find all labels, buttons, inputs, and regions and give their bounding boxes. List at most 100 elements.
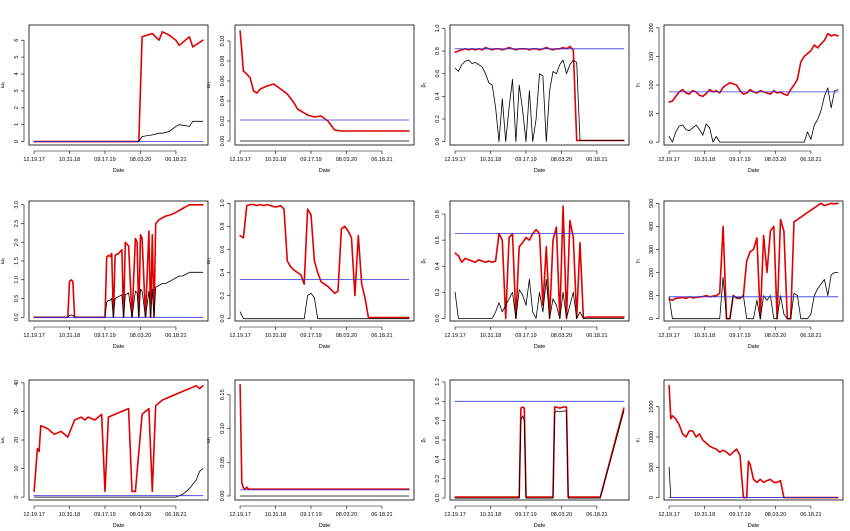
y-tick-label: 3 (14, 89, 20, 92)
x-axis-title: Date (748, 523, 760, 529)
x-tick-label: 09.17.19 (515, 157, 536, 163)
x-tick-label: 12.19.17 (444, 157, 465, 163)
y-tick-label: 100 (649, 291, 655, 300)
x-tick-label: 09.17.19 (515, 333, 536, 339)
plot-frame (663, 200, 844, 322)
x-tick-label: 09.17.19 (300, 512, 321, 518)
chart-panel-7: 12.19.17 10.31.18 09.17.19 08.03.20 06.18.21… (421, 200, 630, 350)
y-tick-label: 0.2 (220, 292, 226, 300)
series-line-red (454, 406, 625, 498)
x-tick-label: 10.31.18 (265, 512, 286, 518)
x-tick-label: 12.19.17 (229, 157, 250, 163)
chart-panel-6: 12.19.17 10.31.18 09.17.19 08.03.20 06.18.21… (206, 199, 415, 350)
series-line-red (33, 204, 204, 319)
chart-panel-1: 12.19.17 10.31.18 09.17.19 08.03.20 06.18.21… (0, 24, 209, 174)
y-tick-label: 200 (649, 268, 655, 277)
y-tick-label: 3.0 (14, 201, 20, 209)
y-tick-label: 0.15 (220, 389, 226, 400)
y-tick-label: 1500 (649, 401, 655, 413)
x-axis-title: Date (534, 168, 546, 174)
y-tick-label: 0.0 (435, 315, 441, 323)
series-line-black (33, 120, 204, 143)
x-tick-label: 08.03.20 (765, 333, 786, 339)
y-tick-label: 0.10 (220, 423, 226, 434)
y-tick-label: 0 (649, 141, 655, 144)
plot-frame (28, 24, 209, 146)
series-line-black (239, 292, 410, 320)
x-tick-label: 12.19.17 (229, 333, 250, 339)
x-axis-title: Date (748, 344, 760, 350)
x-tick-label: 10.31.18 (59, 333, 80, 339)
y-tick-label: 1.0 (220, 199, 226, 207)
x-tick-label: 06.18.21 (586, 333, 607, 339)
y-tick-label: 20 (14, 437, 20, 443)
y-tick-label: 2.0 (14, 238, 20, 246)
y-tick-label: 0.4 (220, 269, 226, 277)
y-axis-title: β₁ (421, 437, 427, 442)
x-tick-label: 08.03.20 (551, 157, 572, 163)
x-tick-label: 08.03.20 (551, 333, 572, 339)
y-tick-label: 0.8 (435, 417, 441, 425)
x-tick-label: 12.19.17 (658, 157, 679, 163)
x-tick-label: 08.03.20 (765, 512, 786, 518)
y-tick-label: 200 (649, 23, 655, 32)
y-tick-label: 300 (649, 245, 655, 254)
x-tick-label: 10.31.18 (480, 157, 501, 163)
y-tick-label: 0.8 (220, 223, 226, 231)
series-line-red (239, 383, 410, 491)
x-axis-title: Date (319, 168, 331, 174)
x-tick-label: 09.17.19 (300, 157, 321, 163)
x-tick-label: 08.03.20 (130, 157, 151, 163)
y-tick-label: 0.04 (220, 96, 226, 107)
x-tick-label: 06.18.21 (371, 512, 392, 518)
x-tick-label: 08.03.20 (130, 512, 151, 518)
x-tick-label: 06.18.21 (165, 333, 186, 339)
x-tick-label: 08.03.20 (551, 512, 572, 518)
x-tick-label: 09.17.19 (729, 157, 750, 163)
chart-panel-5: 12.19.17 10.31.18 09.17.19 08.03.20 06.18.21… (0, 200, 209, 350)
series-line-black (668, 272, 839, 320)
chart-panel-4: 12.19.17 10.31.18 09.17.19 08.03.20 06.18.21… (635, 23, 844, 174)
y-tick-label: 0.06 (220, 76, 226, 87)
y-tick-label: 0.0 (220, 315, 226, 323)
y-axis-title: γ₁ (635, 438, 641, 443)
x-tick-label: 12.19.17 (23, 512, 44, 518)
x-tick-label: 06.18.21 (800, 333, 821, 339)
y-tick-label: 0.2 (435, 475, 441, 483)
series-line-red (454, 205, 625, 320)
y-tick-label: 0.4 (435, 92, 441, 100)
x-tick-label: 09.17.19 (515, 512, 536, 518)
x-tick-label: 08.03.20 (336, 333, 357, 339)
x-tick-label: 09.17.19 (94, 512, 115, 518)
y-tick-label: 1000 (649, 431, 655, 443)
y-tick-label: 0.02 (220, 116, 226, 127)
x-tick-label: 09.17.19 (729, 333, 750, 339)
y-axis-title: γ₁ (635, 259, 641, 264)
y-tick-label: 10 (14, 466, 20, 472)
plot-frame (663, 379, 844, 501)
y-tick-label: 0 (14, 496, 20, 499)
chart-panel-12: 12.19.17 10.31.18 09.17.19 08.03.20 06.18.21… (635, 379, 844, 529)
x-tick-label: 10.31.18 (265, 157, 286, 163)
x-tick-label: 08.03.20 (336, 157, 357, 163)
y-tick-label: 0.6 (220, 246, 226, 254)
x-tick-label: 12.19.17 (23, 157, 44, 163)
y-axis-title: ω₁ (206, 258, 212, 264)
series-line-red (668, 384, 839, 499)
plot-frame (449, 200, 630, 322)
y-tick-label: 0.10 (220, 36, 226, 47)
x-axis-title: Date (113, 168, 125, 174)
plot-frame (234, 24, 415, 146)
y-tick-label: 30 (14, 408, 20, 414)
x-tick-label: 12.19.17 (229, 512, 250, 518)
x-axis-title: Date (534, 523, 546, 529)
x-axis-title: Date (534, 344, 546, 350)
x-tick-label: 12.19.17 (444, 512, 465, 518)
series-line-black (454, 59, 625, 143)
y-tick-label: 100 (649, 80, 655, 89)
x-tick-label: 06.18.21 (586, 157, 607, 163)
x-axis-title: Date (113, 523, 125, 529)
plot-frame (449, 24, 630, 146)
y-tick-label: 0.0 (14, 313, 20, 321)
y-tick-label: 1.0 (14, 276, 20, 284)
